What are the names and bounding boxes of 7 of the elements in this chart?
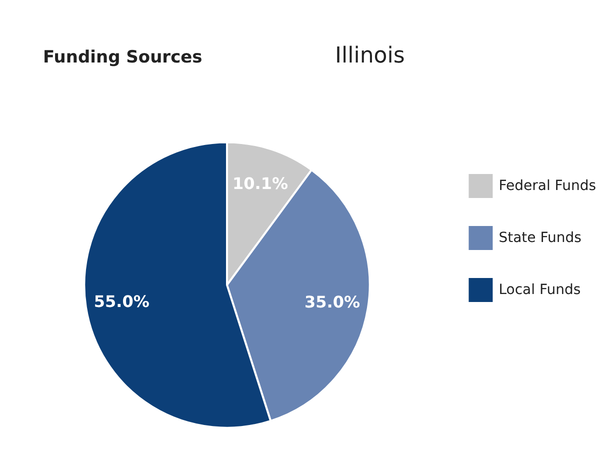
legend-label: Federal Funds bbox=[498, 178, 596, 194]
legend-label: State Funds bbox=[498, 230, 582, 246]
chart-title: Funding Sources bbox=[43, 48, 202, 68]
data-label: 55.0% bbox=[94, 292, 150, 311]
legend-label: Local Funds bbox=[498, 282, 581, 298]
data-label: 35.0% bbox=[304, 292, 360, 312]
chart-subtitle: Illinois bbox=[335, 44, 405, 68]
